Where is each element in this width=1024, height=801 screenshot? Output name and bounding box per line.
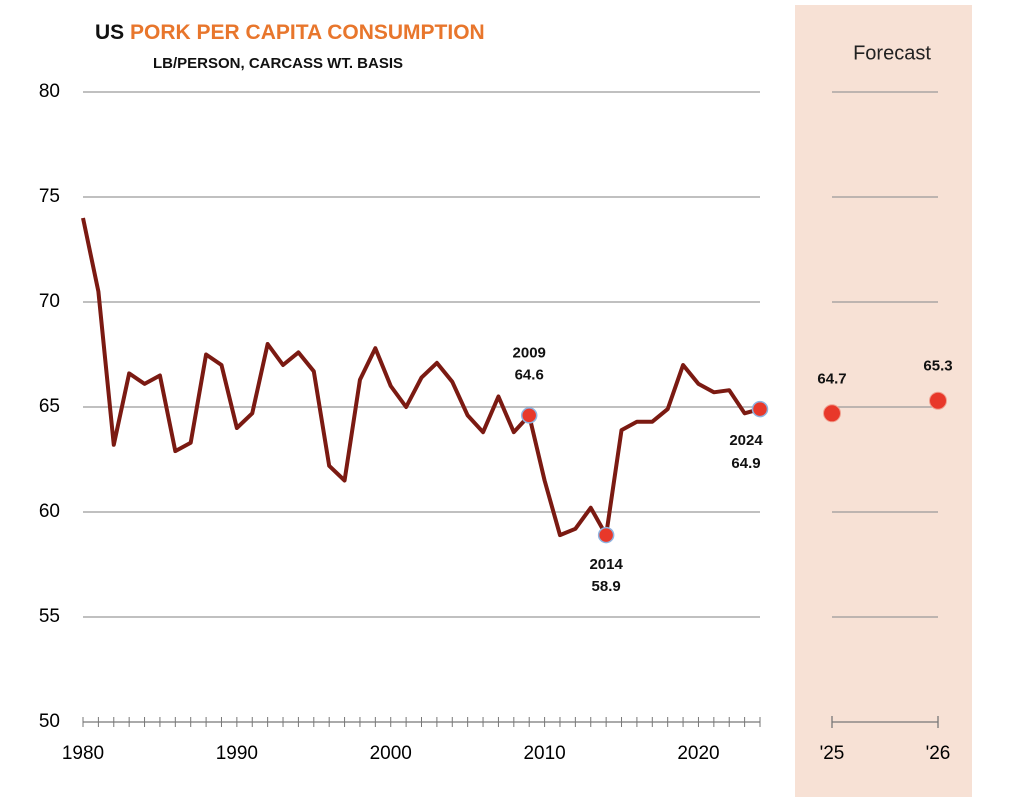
data-label: 64.7 bbox=[817, 370, 846, 387]
y-tick-label: 60 bbox=[39, 501, 60, 522]
x-tick-label: 2020 bbox=[677, 743, 719, 764]
title-part: PORK PER CAPITA CONSUMPTION bbox=[130, 21, 485, 44]
y-tick-label: 80 bbox=[39, 81, 60, 102]
x-tick-label: '26 bbox=[926, 743, 951, 764]
annotation-year: 2014 bbox=[589, 556, 623, 573]
forecast-point bbox=[929, 391, 947, 410]
highlight-point bbox=[520, 407, 538, 424]
chart-subtitle: LB/PERSON, CARCASS WT. BASIS bbox=[153, 55, 403, 72]
annotation-value: 64.6 bbox=[515, 366, 544, 383]
y-tick-label: 55 bbox=[39, 606, 60, 627]
annotation-value: 64.9 bbox=[731, 455, 760, 472]
annotation-value: 58.9 bbox=[592, 578, 621, 595]
x-tick-label: 1990 bbox=[216, 743, 258, 764]
y-tick-label: 75 bbox=[39, 186, 60, 207]
y-tick-label: 70 bbox=[39, 291, 60, 312]
highlight-point bbox=[751, 400, 769, 418]
highlight-point bbox=[597, 526, 615, 544]
chart-title: US PORK PER CAPITA CONSUMPTION bbox=[95, 21, 485, 44]
x-tick-label: '25 bbox=[820, 743, 845, 764]
x-tick-label: 2010 bbox=[523, 743, 565, 764]
forecast-title: Forecast bbox=[853, 42, 931, 64]
data-line bbox=[81, 217, 761, 538]
annotation-year: 2024 bbox=[729, 432, 763, 449]
x-tick-label: 1980 bbox=[62, 743, 104, 764]
y-tick-label: 65 bbox=[39, 396, 60, 417]
title-part: US bbox=[95, 21, 124, 44]
x-tick-label: 2000 bbox=[370, 743, 412, 764]
y-tick-label: 50 bbox=[39, 711, 60, 732]
forecast-point bbox=[823, 404, 841, 423]
annotation-year: 2009 bbox=[513, 344, 546, 361]
data-label: 65.3 bbox=[923, 358, 952, 375]
